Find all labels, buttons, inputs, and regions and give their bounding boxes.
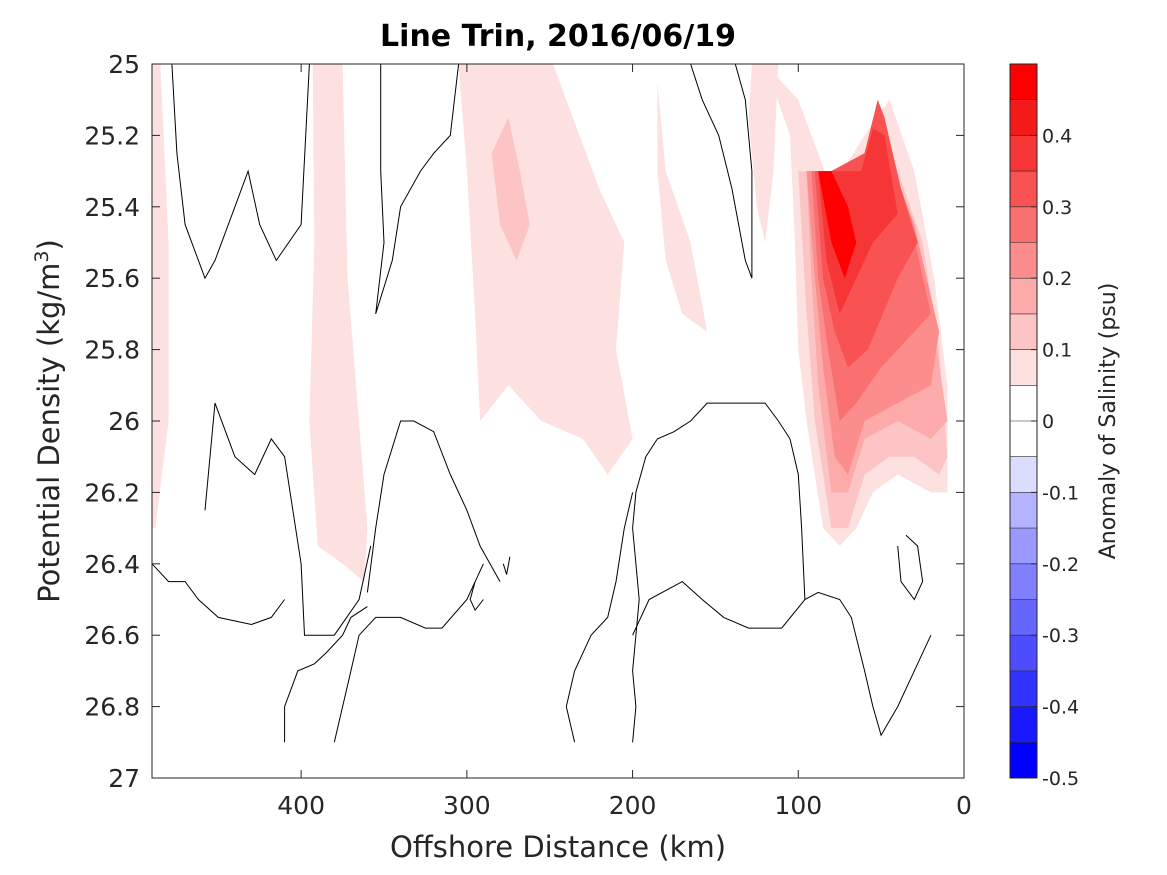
colorbar-swatch — [1010, 135, 1037, 172]
filled-region-14 — [176, 64, 219, 118]
colorbar-swatch — [1010, 171, 1037, 207]
y-axis-label-main: Potential Density (kg/m — [32, 263, 66, 603]
colorbar-swatch — [1010, 206, 1037, 243]
zero-contour-line-13 — [690, 64, 753, 279]
y-tick-label: 26 — [108, 407, 140, 436]
x-tick-label: 300 — [443, 791, 491, 820]
y-tick-label: 25.8 — [84, 336, 140, 365]
zero-contour-line-0 — [171, 64, 310, 280]
colorbar-tick-label: 0.3 — [1042, 197, 1072, 219]
y-tick-label: 26.6 — [84, 621, 140, 650]
x-axis: 400 300 200 100 0 — [277, 64, 972, 820]
colorbar-swatch — [1010, 635, 1037, 671]
colorbar-tick-label: -0.3 — [1042, 625, 1079, 647]
colorbar-swatch — [1010, 742, 1037, 778]
y-axis: 25 25.2 25.4 25.6 25.8 26 26.2 26.4 26.6 26.8 27 — [84, 50, 964, 793]
filled-region-15 — [367, 64, 393, 118]
y-axis-label-superscript: 3 — [31, 250, 53, 262]
zero-contour-line-6 — [333, 563, 484, 743]
filled-region-5 — [748, 64, 779, 243]
colorbar-tick-label: -0.4 — [1042, 697, 1079, 719]
x-tick-label: 400 — [277, 791, 325, 820]
zero-contour-line-5 — [366, 420, 501, 593]
colorbar-swatch — [1010, 242, 1037, 279]
colorbar-swatch — [1010, 421, 1037, 457]
zero-contour-line-9 — [632, 402, 806, 743]
y-tick-label: 26.4 — [84, 550, 140, 579]
colorbar-swatch — [1010, 563, 1037, 600]
y-tick-label: 25.2 — [84, 121, 140, 150]
colorbar-label: Anomaly of Salinity (psu) — [1096, 283, 1121, 560]
colorbar-swatch — [1010, 670, 1037, 707]
colorbar-swatch — [1010, 99, 1037, 136]
colorbar-tick-label: -0.1 — [1042, 482, 1079, 504]
x-axis-label: Offshore Distance (km) — [390, 830, 726, 864]
filled-region-13 — [818, 171, 857, 279]
colorbar-swatch — [1010, 349, 1037, 386]
filled-region-4 — [657, 81, 708, 332]
colorbar-swatch — [1010, 599, 1037, 636]
colorbar-tick-label: 0 — [1042, 411, 1054, 433]
y-axis-label: Potential Density (kg/m3) — [31, 239, 66, 603]
y-tick-label: 25 — [108, 50, 140, 79]
colorbar-swatch — [1010, 492, 1037, 529]
filled-region-16 — [690, 64, 732, 111]
colorbar-swatch — [1010, 528, 1037, 564]
zero-contour-line-10 — [565, 492, 634, 743]
colorbar-swatch — [1010, 64, 1037, 100]
zero-contour-lines — [152, 64, 932, 743]
filled-contours — [152, 64, 948, 582]
x-tick-label: 100 — [774, 791, 822, 820]
y-tick-label: 26.2 — [84, 478, 140, 507]
chart-title: Line Trin, 2016/06/19 — [380, 19, 736, 54]
colorbar-tick-label: -0.2 — [1042, 554, 1079, 576]
y-tick-label: 25.6 — [84, 264, 140, 293]
colorbar: -0.5 -0.4 -0.3 -0.2 -0.1 0 0.1 0.2 0.3 0.4 — [1009, 63, 1079, 790]
colorbar-tick-label: 0.4 — [1042, 125, 1072, 147]
zero-contour-line-7 — [469, 581, 484, 612]
y-tick-label: 26.8 — [84, 693, 140, 722]
colorbar-swatch — [1010, 456, 1037, 493]
colorbar-swatch — [1010, 313, 1037, 350]
colorbar-tick-label: -0.5 — [1042, 768, 1079, 790]
filled-region-0 — [152, 64, 169, 529]
colorbar-swatch — [1010, 706, 1037, 743]
filled-region-12 — [818, 128, 898, 314]
colorbar-swatch — [1010, 278, 1037, 314]
zero-contour-line-1 — [204, 402, 372, 636]
zero-contour-line-8 — [502, 556, 511, 575]
colorbar-tick-label: 0.2 — [1042, 268, 1072, 290]
y-tick-label: 27 — [108, 764, 140, 793]
colorbar-swatch — [1010, 385, 1037, 421]
y-axis-label-close: ) — [32, 239, 66, 250]
zero-contour-line-2 — [152, 563, 286, 626]
x-tick-label: 200 — [609, 791, 657, 820]
x-tick-label: 0 — [956, 791, 972, 820]
zero-contour-line-3 — [284, 606, 368, 743]
filled-region-1 — [309, 64, 368, 582]
colorbar-tick-label: 0.1 — [1042, 340, 1072, 362]
y-tick-label: 25.4 — [84, 193, 140, 222]
zero-contour-line-4 — [375, 64, 460, 315]
zero-contour-line-12 — [897, 534, 924, 601]
filled-region-3 — [491, 117, 530, 261]
zero-contour-line-11 — [632, 580, 932, 737]
